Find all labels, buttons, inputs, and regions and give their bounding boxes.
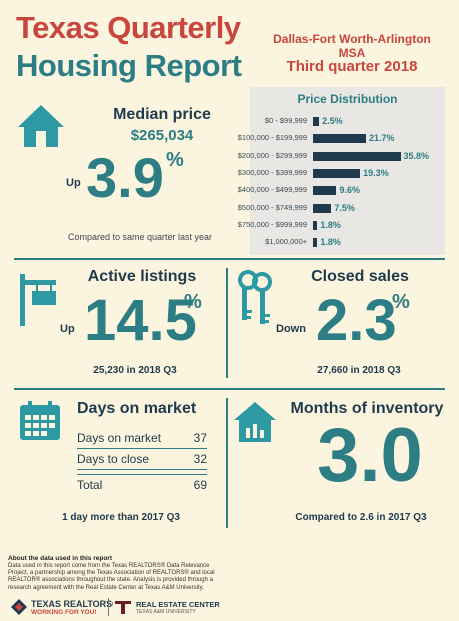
logo1-name: TEXAS REALTORS® (31, 598, 119, 609)
days-table: Days on market 37 Days to close 32 Total… (77, 428, 207, 495)
distribution-value: 21.7% (369, 133, 395, 144)
median-note: Compared to same quarter last year (67, 232, 213, 242)
days-note: 1 day more than 2017 Q3 (62, 512, 180, 523)
closed-change: 2.3 (316, 288, 397, 353)
distribution-label: $1,000,000+ (265, 237, 307, 247)
distribution-bar (313, 186, 337, 196)
texas-realtors-logo-icon (11, 599, 27, 615)
calendar-icon (20, 401, 60, 440)
price-distribution-title: Price Distribution (297, 92, 398, 106)
distribution-row: $1,000,000+ 1.8% (250, 236, 445, 248)
tamu-logo-icon (113, 598, 133, 616)
closed-note: 27,660 in 2018 Q3 (317, 365, 401, 376)
distribution-value: 35.8% (403, 150, 430, 161)
distribution-row: $300,000 - $399,999 19.3% (238, 167, 445, 179)
title-line1: Texas Quarterly (16, 10, 241, 45)
logo1-tag: WORKING FOR YOU! (31, 608, 97, 616)
days-row-value: 37 (193, 431, 207, 445)
days-total-value: 69 (193, 478, 207, 492)
distribution-row: $0 - $99,999 2.5% (250, 115, 445, 127)
distribution-bar (313, 168, 361, 178)
months-inventory-note: Compared to 2.6 in 2017 Q3 (295, 512, 427, 523)
msa-label: Dallas-Fort Worth-Arlington MSA (273, 32, 431, 60)
logo-divider (108, 598, 109, 616)
closed-pct: % (392, 291, 410, 313)
house-icon (18, 105, 64, 147)
real-estate-center-logo: REAL ESTATE CENTER TEXAS A&M UNIVERSITY (113, 598, 220, 616)
days-row-value: 32 (193, 452, 207, 466)
days-total-row: Total 69 (77, 474, 207, 495)
median-price-value: $265,034 (130, 127, 194, 144)
days-row-label: Days on market (77, 431, 162, 445)
distribution-value: 19.3% (363, 167, 389, 178)
for-sale-sign-icon (20, 274, 56, 326)
active-note: 25,230 in 2018 Q3 (93, 365, 177, 376)
distribution-value: 9.6% (339, 185, 360, 196)
distribution-bar (313, 220, 318, 230)
closed-sales-heading: Closed sales (311, 268, 409, 285)
logo2-tag: TEXAS A&M UNIVERSITY (136, 608, 196, 615)
distribution-label: $300,000 - $399,999 (237, 167, 307, 177)
distribution-bar (313, 117, 320, 126)
days-row: Days to close 32 (77, 449, 207, 470)
days-row: Days on market 37 (77, 428, 207, 449)
divider-1 (14, 258, 445, 260)
closed-direction: Down (276, 323, 306, 335)
median-change: 3.9 (86, 146, 164, 209)
active-direction: Up (60, 323, 75, 335)
distribution-value: 1.8% (320, 219, 341, 230)
vertical-divider-2 (226, 398, 228, 528)
title-line2: Housing Report (16, 48, 242, 83)
distribution-bar (313, 238, 318, 248)
distribution-row: $100,000 - $199,999 21.7% (238, 132, 445, 144)
distribution-row: $200,000 - $299,999 35.8% (238, 150, 445, 162)
median-direction: Up (66, 177, 81, 189)
footer-text: Data used in this report come from the T… (8, 563, 215, 591)
days-on-market-heading: Days on market (77, 400, 197, 417)
distribution-label: $400,000 - $499,999 (237, 185, 307, 195)
distribution-label: $200,000 - $299,999 (237, 150, 307, 160)
vertical-divider-1 (226, 268, 228, 378)
distribution-bar (313, 203, 332, 213)
distribution-bar (313, 134, 367, 144)
distribution-row: $500,000 - $749,999 7.5% (238, 202, 445, 214)
active-change: 14.5 (84, 288, 197, 353)
logo2-name: REAL ESTATE CENTER (136, 599, 220, 609)
median-price-heading: Median price (113, 106, 211, 123)
price-distribution-panel: Price Distribution $0 - $99,999 2.5% $100,… (238, 87, 445, 255)
active-listings-heading: Active listings (87, 268, 197, 285)
months-inventory-heading: Months of inventory (290, 400, 444, 417)
active-pct: % (184, 291, 202, 313)
distribution-label: $500,000 - $749,999 (237, 202, 307, 212)
quarter-label: Third quarter 2018 (286, 58, 418, 75)
distribution-row: $750,000 - $999,999 1.8% (238, 219, 445, 231)
distribution-row: $400,000 - $499,999 9.6% (238, 184, 445, 196)
house-chart-icon (234, 402, 276, 442)
texas-realtors-logo: TEXAS REALTORS® WORKING FOR YOU! (10, 598, 119, 616)
distribution-label: $0 - $99,999 (264, 116, 307, 125)
distribution-value: 2.5% (322, 116, 343, 126)
distribution-value: 1.8% (320, 237, 341, 248)
days-total-label: Total (77, 478, 103, 492)
median-pct: % (166, 149, 184, 171)
distribution-bar (313, 151, 401, 161)
distribution-label: $750,000 - $999,999 (237, 219, 307, 229)
keys-icon (238, 270, 272, 324)
months-inventory-value: 3.0 (317, 413, 423, 498)
distribution-label: $100,000 - $199,999 (237, 133, 307, 143)
days-row-label: Days to close (77, 452, 150, 466)
divider-2 (14, 388, 445, 390)
footer-heading: About the data used in this report (8, 555, 113, 562)
distribution-value: 7.5% (334, 202, 355, 213)
